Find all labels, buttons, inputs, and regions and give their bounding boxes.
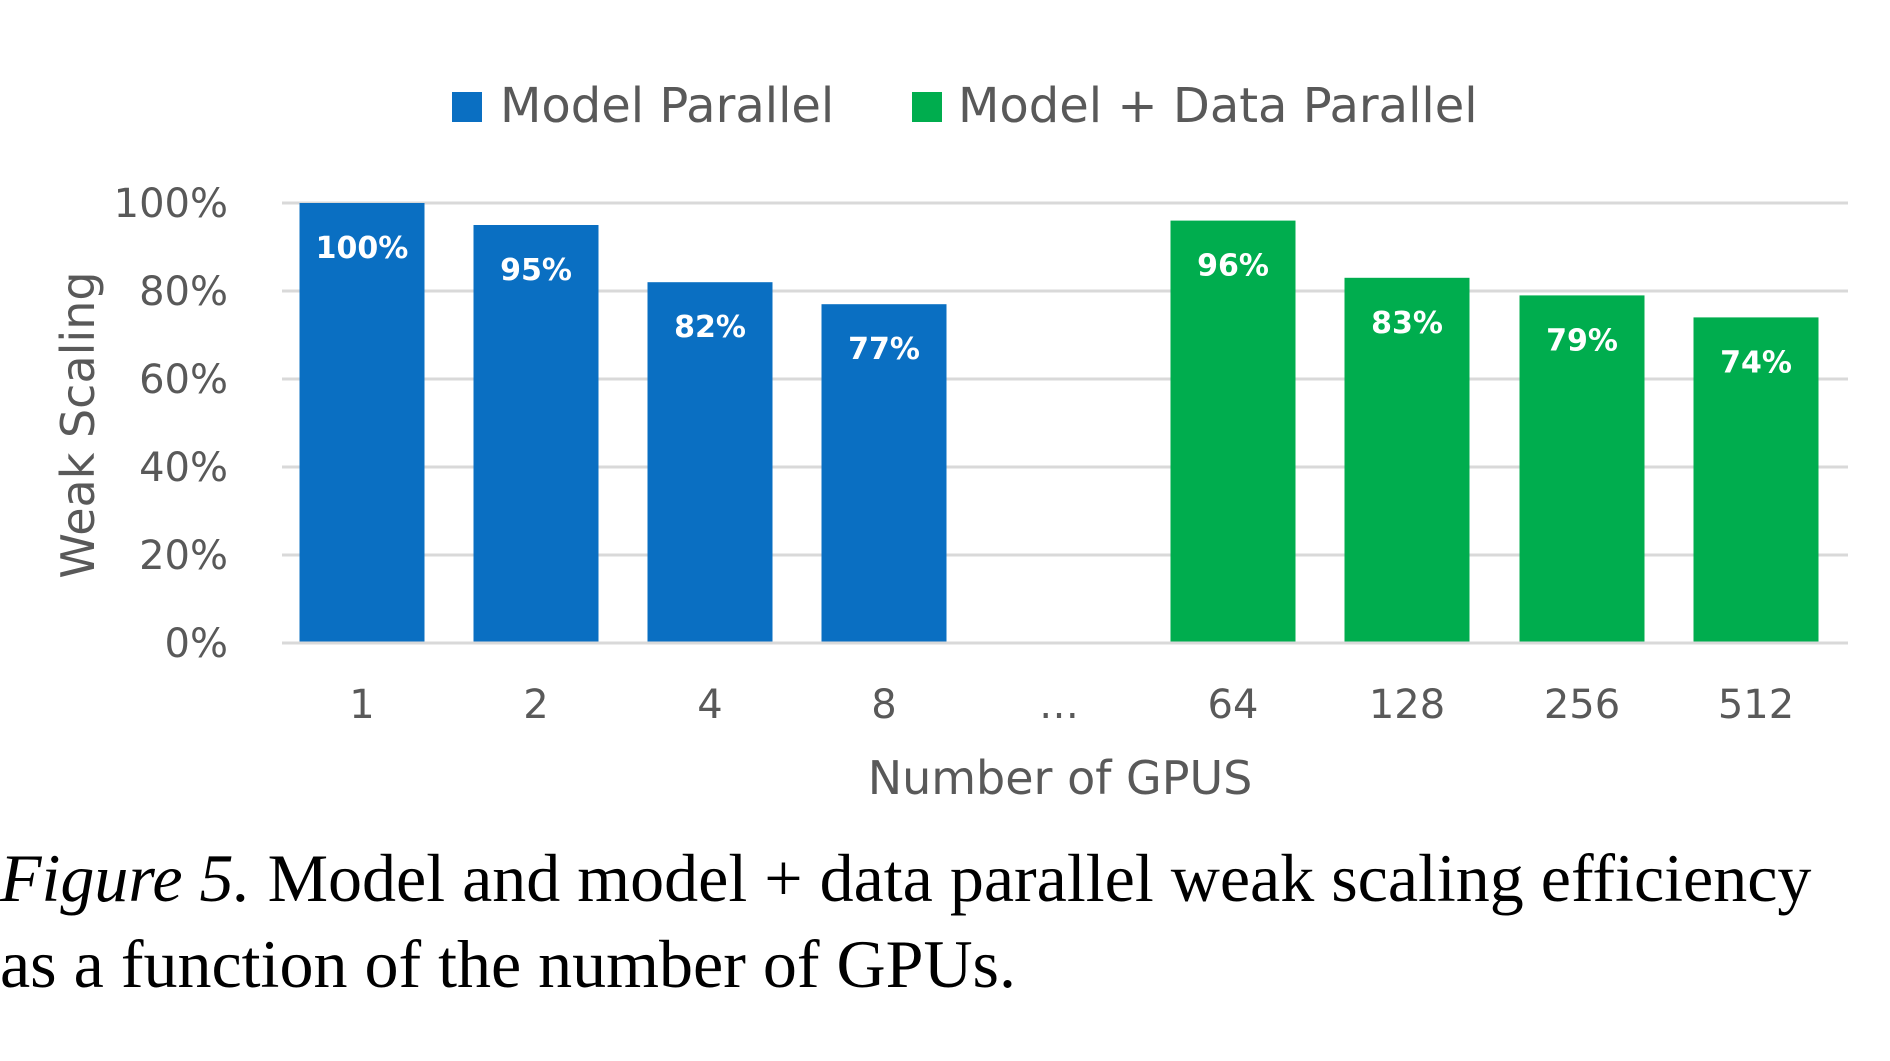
x-tick-label: 256 xyxy=(1544,682,1620,728)
x-axis-title: Number of GPUS xyxy=(868,751,1253,805)
caption-line-2: as a function of the number of GPUs. xyxy=(0,926,1017,1002)
x-tick-label: 128 xyxy=(1369,682,1445,728)
caption-line-1: Figure 5. Model and model + data paralle… xyxy=(0,835,1890,921)
bar-data-label: 95% xyxy=(500,253,572,288)
legend-swatch xyxy=(912,92,942,122)
x-tick-label: 8 xyxy=(871,682,896,728)
bar-model-parallel xyxy=(299,203,425,643)
bar-data-label: 100% xyxy=(316,231,409,266)
x-tick-label: … xyxy=(1039,682,1079,728)
y-tick-label: 40% xyxy=(139,445,228,491)
x-tick-label: 1 xyxy=(349,682,374,728)
bar-data-label: 96% xyxy=(1197,249,1269,284)
y-tick-label: 60% xyxy=(139,357,228,403)
bar-data-label: 74% xyxy=(1720,345,1792,380)
y-axis-title: Weak Scaling xyxy=(51,271,105,578)
bar-data-label: 79% xyxy=(1546,323,1618,358)
y-tick-label: 100% xyxy=(114,181,228,227)
bar-model-parallel xyxy=(647,282,773,643)
figure-caption: Figure 5. Model and model + data paralle… xyxy=(0,835,1890,1007)
bar-model-data-parallel xyxy=(1170,220,1296,643)
bar-model-parallel xyxy=(821,304,947,643)
bar-data-label: 83% xyxy=(1371,306,1443,341)
x-tick-label: 512 xyxy=(1718,682,1794,728)
legend-label: Model Parallel xyxy=(500,78,834,134)
caption-text-1: Model and model + data parallel weak sca… xyxy=(250,840,1812,916)
x-tick-label: 4 xyxy=(697,682,722,728)
y-tick-label: 20% xyxy=(139,533,228,579)
bar-data-label: 82% xyxy=(674,310,746,345)
caption-figure-label: Figure 5. xyxy=(0,840,251,916)
bar-model-data-parallel xyxy=(1519,295,1645,643)
bar-model-parallel xyxy=(473,225,599,643)
bar-data-label: 77% xyxy=(848,332,920,367)
x-tick-label: 64 xyxy=(1208,682,1259,728)
legend-label: Model + Data Parallel xyxy=(958,78,1478,134)
legend-swatch xyxy=(452,92,482,122)
bar-model-data-parallel xyxy=(1344,277,1470,643)
x-tick-label: 2 xyxy=(523,682,548,728)
y-tick-label: 0% xyxy=(165,621,228,667)
bar-model-data-parallel xyxy=(1693,317,1819,643)
y-tick-label: 80% xyxy=(139,269,228,315)
